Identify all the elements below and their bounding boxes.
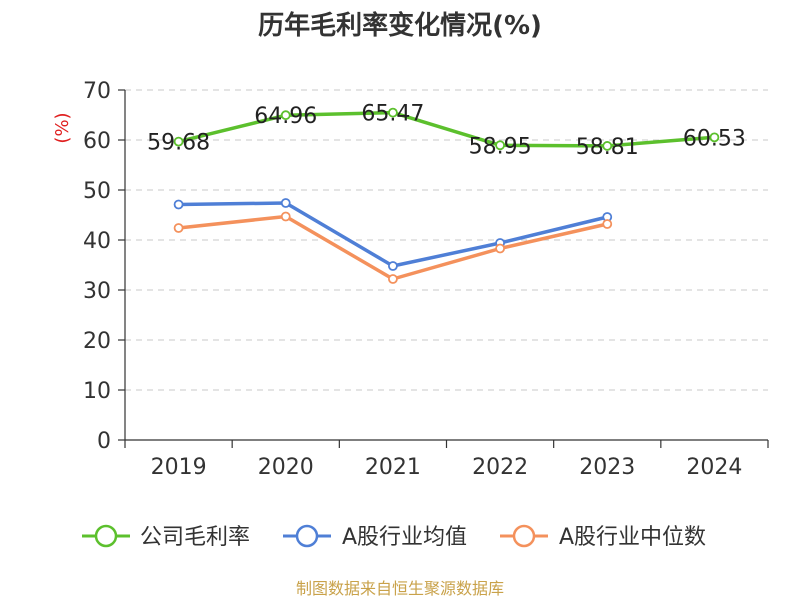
data-label: 65.47 xyxy=(361,102,424,127)
x-tick-label: 2021 xyxy=(365,455,421,480)
y-tick-label: 50 xyxy=(83,179,111,204)
data-label: 59.68 xyxy=(147,131,210,156)
y-tick-label: 0 xyxy=(97,429,111,454)
series-line-1 xyxy=(176,201,610,268)
legend-label: A股行业均值 xyxy=(342,525,467,550)
x-tick-label: 2019 xyxy=(151,455,207,480)
data-label: 64.96 xyxy=(254,104,317,129)
grid-lines xyxy=(125,89,768,391)
x-tick-labels: 2019 2020 2021 2022 2023 2024 xyxy=(151,455,743,480)
y-tick-label: 20 xyxy=(83,329,111,354)
y-tick-label: 70 xyxy=(83,79,111,104)
legend-label: 公司毛利率 xyxy=(140,525,250,550)
data-point xyxy=(388,261,398,271)
data-point xyxy=(495,140,505,151)
data-point xyxy=(173,199,184,210)
y-tick-label: 30 xyxy=(83,279,111,304)
data-point xyxy=(602,219,613,229)
x-tick-label: 2024 xyxy=(686,455,742,480)
data-point xyxy=(280,198,291,208)
legend-marker xyxy=(94,524,118,548)
y-tick-label: 60 xyxy=(83,129,111,154)
series-line-0 xyxy=(176,110,717,148)
data-point xyxy=(388,274,398,284)
x-tick-label: 2020 xyxy=(258,455,314,480)
x-tick-label: 2022 xyxy=(472,455,528,480)
data-point xyxy=(173,136,184,147)
data-label: 58.95 xyxy=(469,134,532,159)
legend-marker xyxy=(295,524,319,548)
data-point xyxy=(388,107,398,118)
y-tick-label: 10 xyxy=(83,379,111,404)
legend: 公司毛利率 A股行业均值 A股行业中位数 xyxy=(82,524,706,550)
axes xyxy=(118,89,769,448)
data-point xyxy=(709,132,720,143)
legend-label: A股行业中位数 xyxy=(559,525,706,550)
series-lines xyxy=(173,107,720,284)
y-axis-label: (%) xyxy=(52,112,73,143)
data-point xyxy=(495,243,505,254)
data-label: 58.81 xyxy=(576,135,639,160)
data-point xyxy=(280,110,291,121)
y-tick-label: 40 xyxy=(83,229,111,254)
data-labels: 59.68 64.96 65.47 58.95 58.81 60.53 xyxy=(147,102,746,160)
data-point xyxy=(602,141,613,151)
x-tick-label: 2023 xyxy=(579,455,635,480)
y-tick-labels: 0 10 20 30 40 50 60 70 xyxy=(83,79,111,454)
data-label: 60.53 xyxy=(683,126,746,151)
legend-marker xyxy=(512,524,536,548)
source-note: 制图数据来自恒生聚源数据库 xyxy=(296,579,504,598)
data-point xyxy=(280,211,291,222)
chart-title: 历年毛利率变化情况(%) xyxy=(258,10,542,41)
data-point xyxy=(173,223,184,233)
